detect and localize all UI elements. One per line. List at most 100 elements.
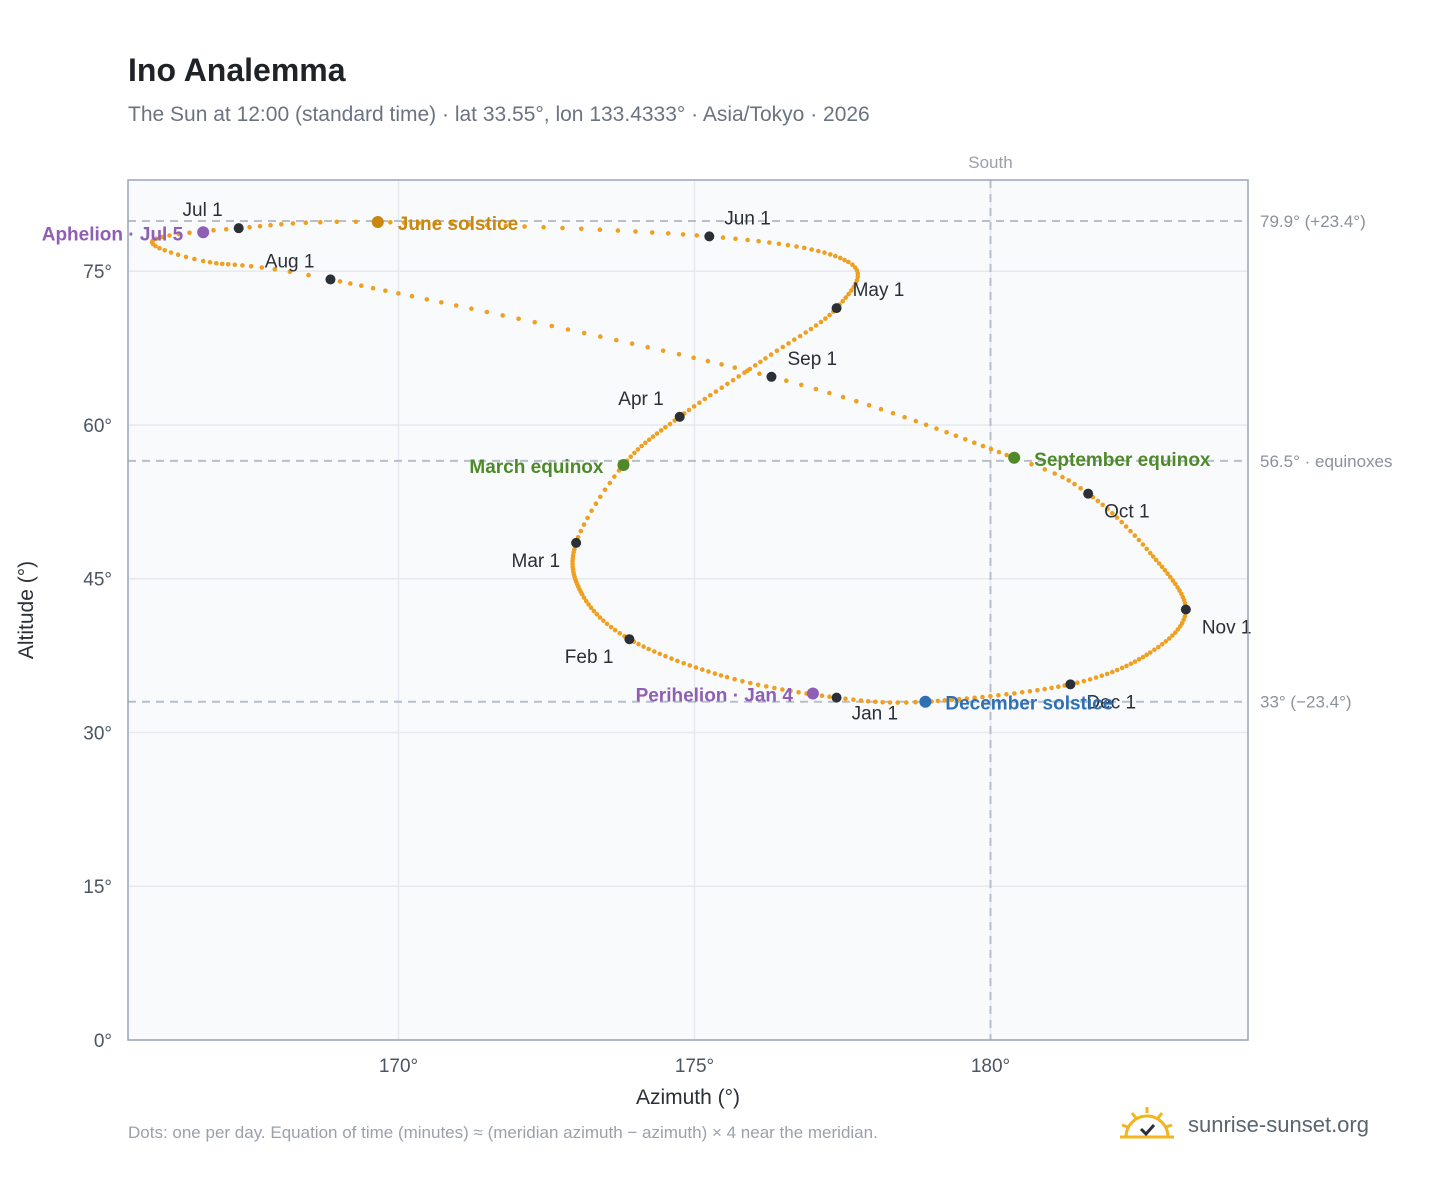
month-marker-dot: [674, 411, 685, 422]
daily-dot: [794, 244, 799, 249]
daily-dot: [214, 261, 219, 266]
daily-dot: [1114, 515, 1120, 520]
daily-dot: [732, 676, 737, 682]
month-markers: Jan 1 Feb 1 Mar 1 Apr 1 May 1 Jun 1 Jul 1 Aug 1…: [183, 200, 1252, 724]
daily-dot: [503, 223, 509, 228]
daily-dot: [643, 440, 648, 446]
daily-dot: [500, 313, 506, 318]
month-marker-dot: [325, 274, 336, 285]
daily-dot: [776, 241, 782, 247]
daily-dot: [849, 288, 854, 293]
daily-dot: [1110, 510, 1115, 516]
daily-dot: [240, 263, 245, 268]
sun-logo-icon: [1120, 1107, 1174, 1139]
daily-dot: [1136, 537, 1142, 543]
daily-dot: [996, 449, 1002, 455]
event-label: December solstice: [945, 694, 1113, 715]
daily-dot: [745, 237, 750, 243]
daily-dot: [601, 618, 606, 623]
daily-dot: [175, 252, 181, 257]
daily-dot: [1136, 657, 1142, 662]
reference-lines: South 79.9° (+23.4°) 56.5° · equinoxes 33° …: [128, 153, 1393, 1040]
daily-dot: [1072, 481, 1077, 487]
south-label: South: [968, 153, 1012, 172]
daily-dot: [268, 222, 273, 228]
daily-dot: [878, 406, 884, 412]
daily-dot: [980, 443, 986, 449]
daily-dot: [740, 678, 745, 684]
chart-title: Ino Analemma: [128, 52, 346, 88]
daily-dot: [902, 414, 907, 420]
month-marker-dot: [766, 371, 777, 382]
daily-dot: [1042, 467, 1048, 472]
month-marker-dot: [831, 692, 842, 703]
daily-dot: [1035, 687, 1040, 693]
daily-dot: [612, 627, 618, 633]
daily-dot: [780, 687, 785, 692]
daily-dot: [416, 220, 422, 226]
daily-dot: [176, 231, 182, 237]
daily-dot: [763, 356, 768, 361]
daily-dot: [823, 316, 828, 321]
daily-dot: [822, 250, 827, 255]
daily-dot: [691, 404, 697, 409]
daily-dot: [207, 260, 213, 265]
daily-dot: [730, 377, 736, 383]
daily-dot: [657, 651, 663, 657]
daily-dot: [785, 242, 791, 248]
daily-dot: [842, 257, 847, 263]
daily-dot: [988, 693, 993, 699]
daily-dot: [913, 418, 919, 424]
daily-dot: [192, 256, 197, 262]
daily-dot: [913, 699, 918, 705]
daily-dot: [956, 696, 962, 702]
daily-dot: [816, 248, 821, 254]
daily-dot: [680, 232, 686, 237]
daily-dot: [797, 333, 803, 339]
x-tick-label: 175°: [675, 1056, 714, 1077]
event-label: March equinox: [469, 457, 604, 478]
daily-dot: [614, 337, 619, 343]
daily-dot: [1078, 486, 1083, 491]
month-marker-dot: [1180, 604, 1191, 615]
daily-dot: [153, 243, 158, 249]
daily-dot: [767, 240, 772, 245]
daily-dot: [1173, 581, 1178, 587]
daily-dot: [219, 261, 225, 267]
daily-dot: [1081, 678, 1087, 684]
month-marker-dot: [831, 303, 842, 314]
daily-dot: [691, 355, 696, 361]
daily-dot: [1178, 624, 1183, 629]
daily-dot: [1123, 524, 1129, 529]
month-marker-label: Feb 1: [565, 647, 614, 668]
daily-dot: [598, 494, 603, 500]
daily-dot: [485, 222, 490, 228]
plot-background: [128, 180, 1248, 1040]
daily-dot: [522, 224, 527, 229]
daily-dot: [183, 254, 189, 260]
daily-dot: [649, 230, 655, 235]
daily-dot: [157, 245, 162, 251]
brand-link[interactable]: sunrise-sunset.org: [1188, 1112, 1369, 1137]
daily-dot: [780, 344, 786, 350]
daily-dot: [733, 236, 738, 242]
daily-dot: [758, 359, 763, 365]
daily-dot: [890, 410, 896, 416]
daily-dot: [257, 223, 263, 229]
daily-dot: [632, 450, 637, 456]
daily-dot: [846, 291, 851, 297]
daily-dot: [774, 348, 780, 354]
footnote: Dots: one per day. Equation of time (min…: [128, 1123, 878, 1142]
daily-dot: [935, 698, 941, 704]
daily-dot: [541, 224, 546, 230]
month-marker-label: Oct 1: [1104, 502, 1149, 523]
daily-dot: [1140, 654, 1146, 660]
daily-dot: [583, 598, 589, 604]
brand[interactable]: sunrise-sunset.org: [1120, 1100, 1369, 1150]
reference-line-label: 56.5° · equinoxes: [1260, 452, 1393, 471]
month-marker-label: Mar 1: [512, 551, 561, 572]
daily-dot: [466, 222, 472, 227]
daily-dot: [1163, 639, 1169, 644]
month-marker-dot: [624, 634, 635, 645]
daily-dot: [597, 615, 603, 620]
